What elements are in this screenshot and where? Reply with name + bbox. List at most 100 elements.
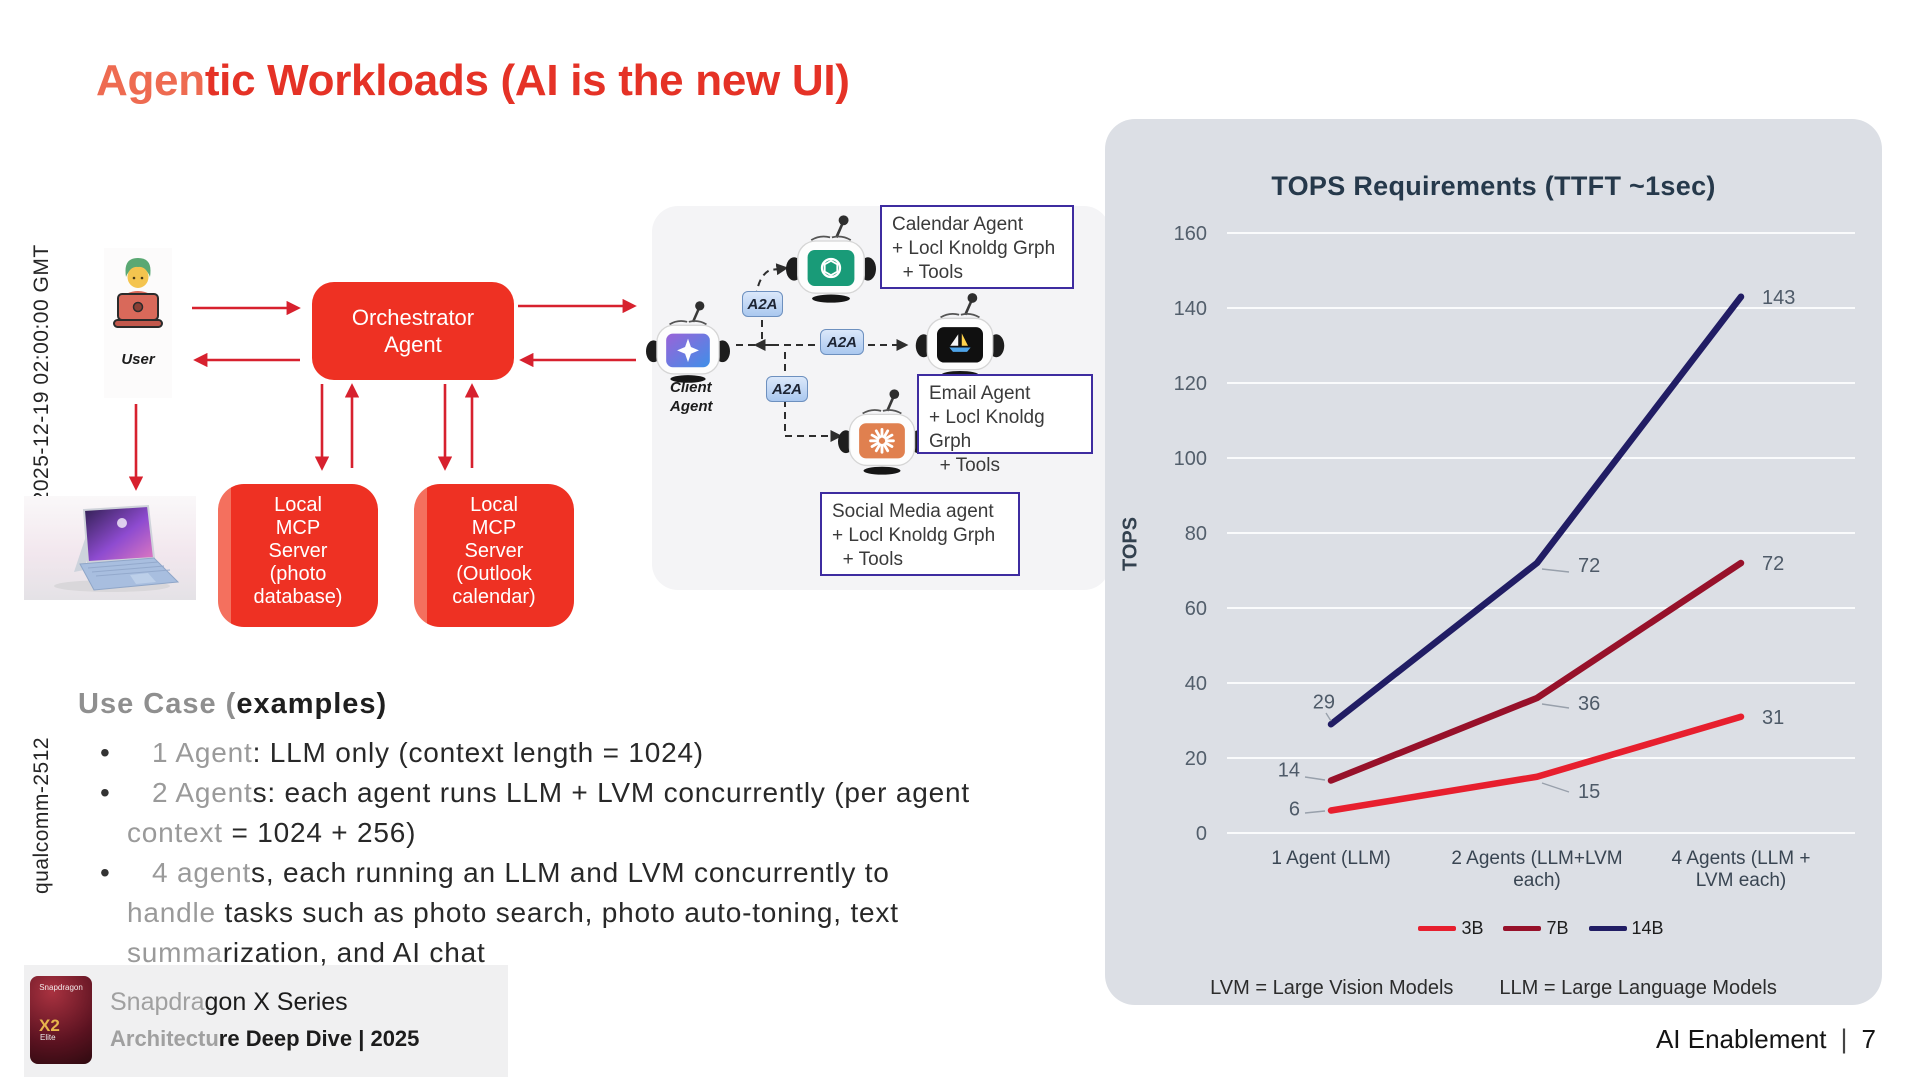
a2a-badge-top: A2A xyxy=(742,291,783,317)
logo-brand-text: Snapdragon xyxy=(39,983,83,992)
data-label: 6 xyxy=(1289,799,1300,821)
y-tick-label: 140 xyxy=(1174,298,1207,320)
line-text: : LLM only (context length = 1024) xyxy=(252,737,704,768)
tops-line-chart: 0 20 40 60 80 100 120 140 160 6 15 31 14 36 72 29 72 143 xyxy=(1174,223,1855,845)
a2a-badge-bottom: A2A xyxy=(766,376,808,402)
series-line-3B xyxy=(1327,713,1745,814)
calendar-agent-callout: Calendar Agent + Locl Knoldg Grph + Tool… xyxy=(880,205,1074,289)
use-case-heading: Use Case (examples) xyxy=(78,688,1138,721)
line-text: s: each agent runs LLM + LVM concurrentl… xyxy=(252,777,970,808)
mcp-server-outlook-box: Local MCP Server (Outlook calendar) xyxy=(414,484,574,627)
a2a-badge-middle: A2A xyxy=(820,329,864,355)
email-agent-robot-icon xyxy=(914,290,1006,382)
data-label-leader xyxy=(1304,810,1326,814)
use-case-line: • 1 Agent: LLM only (context length = 102… xyxy=(78,733,1138,773)
y-tick-label: 100 xyxy=(1174,448,1207,470)
footer-product-line: Snapdragon X Series xyxy=(110,988,348,1017)
use-case-section: Use Case (examples) • 1 Agent: LLM only (… xyxy=(78,688,1138,973)
legend-swatch xyxy=(1503,926,1542,931)
line-muted: 1 Agent xyxy=(152,737,253,768)
legend-label: 3B xyxy=(1461,918,1484,938)
line-muted: context xyxy=(127,817,223,848)
y-tick-label: 120 xyxy=(1174,373,1207,395)
laptop-image xyxy=(24,496,196,600)
data-label-leader xyxy=(1541,782,1570,793)
legend-item-14B: 14B xyxy=(1588,918,1664,939)
use-case-line: • 4 agent s, each running an LLM and LVM c… xyxy=(78,853,1138,893)
y-tick-label: 0 xyxy=(1196,823,1207,845)
data-label: 72 xyxy=(1578,555,1600,577)
calendar-agent-robot-icon xyxy=(786,212,876,306)
legend-item-3B: 3B xyxy=(1418,918,1483,939)
use-case-heading-close: ) xyxy=(376,688,388,720)
use-case-line: summa rization, and AI chat xyxy=(78,933,1138,973)
footer-series-rest: gon X Series xyxy=(204,988,348,1016)
user-icon xyxy=(113,258,163,328)
legend-item-7B: 7B xyxy=(1503,918,1569,939)
client-agent-label: Client Agent xyxy=(670,379,713,415)
logo-chip-text: X2 xyxy=(39,1016,60,1035)
series-line-14B xyxy=(1327,293,1745,728)
data-label: 143 xyxy=(1762,287,1795,309)
y-tick-label: 40 xyxy=(1185,673,1207,695)
footer-deck-title: Architecture Deep Dive | 2025 xyxy=(110,1026,419,1052)
line-muted: handle xyxy=(127,897,216,928)
social-media-agent-robot-icon xyxy=(838,386,926,478)
line-text: = 1024 + 256) xyxy=(222,817,417,848)
legend-swatch xyxy=(1588,926,1627,931)
x-axis-label: 4 Agents (LLM + LVM each) xyxy=(1671,848,1811,891)
line-text: s, each running an LLM and LVM concurren… xyxy=(251,857,890,888)
orchestrator-agent-box: Orchestrator Agent xyxy=(312,282,514,380)
social-media-agent-callout: Social Media agent + Locl Knoldg Grph + … xyxy=(820,492,1020,576)
bullet-glyph: • xyxy=(100,777,111,808)
legend-label: 7B xyxy=(1546,918,1569,938)
red-arrows xyxy=(128,298,637,491)
legend-label: 14B xyxy=(1631,918,1664,938)
use-case-heading-bold: examples xyxy=(236,688,377,720)
mcp-server-photo-box: Local MCP Server (photo database) xyxy=(218,484,378,627)
bullet-glyph: • xyxy=(100,737,111,768)
data-label: 36 xyxy=(1578,693,1600,715)
tops-chart-panel: TOPS Requirements (TTFT ~1sec) TOPS 0 20 4… xyxy=(1105,119,1882,1005)
data-label: 15 xyxy=(1578,781,1600,803)
page-title-rest: tic Workloads (AI is the new UI) xyxy=(204,56,850,105)
user-label: User xyxy=(121,351,155,368)
chart-y-axis-label: TOPS xyxy=(1119,516,1142,572)
logo-tier-text: Elite xyxy=(40,1033,56,1042)
line-text: rization, and AI chat xyxy=(222,937,486,968)
page-number: 7 xyxy=(1861,1024,1876,1054)
y-tick-label: 80 xyxy=(1185,523,1207,545)
snapdragon-logo: Snapdragon X2 Elite xyxy=(30,976,92,1064)
y-tick-label: 160 xyxy=(1174,223,1207,245)
chart-legend: 3B 7B 14B xyxy=(1227,918,1855,939)
line-text: tasks such as photo search, photo auto-t… xyxy=(215,897,899,928)
bullet-glyph: • xyxy=(100,857,111,888)
data-label-leader xyxy=(1541,568,1570,573)
use-case-line: context = 1024 + 256) xyxy=(78,813,1138,853)
line-muted: summa xyxy=(127,937,223,968)
data-label: 31 xyxy=(1762,707,1784,729)
data-label-leader xyxy=(1304,776,1326,781)
data-label-leader xyxy=(1541,703,1570,709)
device-photo xyxy=(24,496,196,600)
use-case-line: handle tasks such as photo search, photo… xyxy=(78,893,1138,933)
section-name: AI Enablement xyxy=(1655,1024,1827,1054)
page-title: Agentic Workloads (AI is the new UI) xyxy=(96,56,850,106)
y-tick-label: 20 xyxy=(1185,748,1207,770)
chart-footnotes: LVM = Large Vision Models LLM = Large Lan… xyxy=(1105,977,1882,1000)
chart-title: TOPS Requirements (TTFT ~1sec) xyxy=(1271,171,1716,201)
y-tick-label: 60 xyxy=(1185,598,1207,620)
chart-footnote: LLM = Large Language Models xyxy=(1499,977,1777,999)
email-agent-callout: Email Agent + Locl Knoldg Grph + Tools xyxy=(917,374,1093,476)
client-agent-robot-icon xyxy=(646,298,730,386)
use-case-line: • 2 Agent s: each agent runs LLM + LVM con… xyxy=(78,773,1138,813)
footer-divider: | xyxy=(1840,1024,1848,1054)
chart-x-axis-labels: 1 Agent (LLM) 2 Agents (LLM+LVM each) 4 Ag… xyxy=(1105,848,1882,898)
data-label: 29 xyxy=(1313,691,1335,713)
data-label-leader xyxy=(1325,712,1332,722)
footer-series-muted: Snapdra xyxy=(110,988,205,1016)
use-case-heading-muted: Use Case ( xyxy=(78,688,237,720)
x-axis-label: 1 Agent (LLM) xyxy=(1271,848,1391,869)
series-line-7B xyxy=(1327,559,1745,784)
